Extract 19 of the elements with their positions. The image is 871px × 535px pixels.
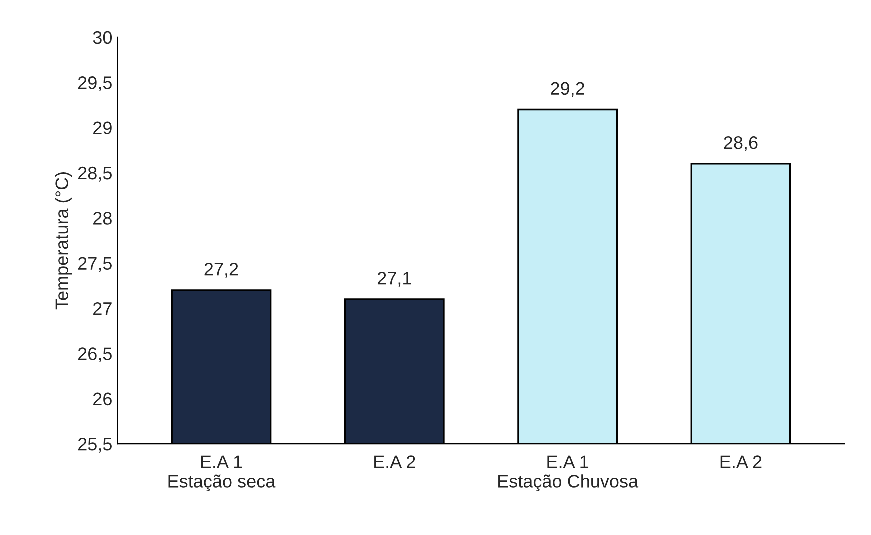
y-tick-label: 29 bbox=[94, 122, 112, 135]
x-tick-label: E.A 2 bbox=[374, 456, 416, 468]
y-tick-label: 25,5 bbox=[78, 438, 112, 453]
x-tick-label: E.A 1 Estação seca bbox=[168, 456, 276, 492]
x-tick-label: E.A 2 bbox=[720, 456, 762, 468]
y-tick-label: 27,5 bbox=[78, 257, 112, 272]
y-tick-label: 27 bbox=[94, 302, 112, 316]
y-axis-title: Temperatura (°C) bbox=[55, 172, 72, 310]
y-tick-label: 28,5 bbox=[78, 166, 112, 182]
x-tick-label: E.A 1 Estação Chuvosa bbox=[498, 456, 639, 492]
y-tick-label: 28 bbox=[94, 212, 112, 225]
data-label: 27,2 bbox=[204, 262, 238, 278]
data-label: 27,1 bbox=[378, 272, 412, 287]
y-tick-label: 29,5 bbox=[78, 76, 112, 92]
y-tick-label: 26,5 bbox=[78, 348, 112, 363]
data-label: 28,6 bbox=[724, 136, 758, 152]
data-label: 29,2 bbox=[551, 82, 584, 98]
y-tick-label: 30 bbox=[93, 31, 112, 44]
y-tick-label: 26 bbox=[94, 392, 112, 406]
